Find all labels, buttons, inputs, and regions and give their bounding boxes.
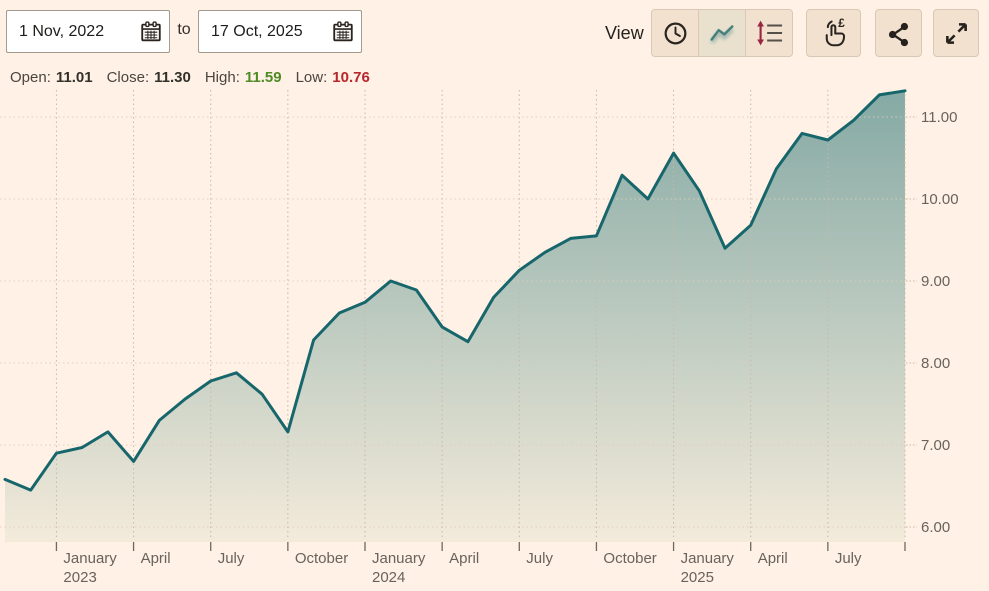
line-chart-button[interactable] — [699, 10, 746, 56]
date-from-value: 1 Nov, 2022 — [19, 22, 105, 40]
svg-text:7.00: 7.00 — [921, 437, 950, 454]
date-to-input[interactable]: 17 Oct, 2025 — [198, 10, 362, 53]
svg-text:April: April — [141, 550, 171, 567]
svg-text:2025: 2025 — [681, 569, 714, 586]
low-label: Low: — [295, 69, 328, 86]
stat-open: Open: 11.01 — [10, 69, 93, 86]
open-label: Open: — [10, 69, 51, 86]
svg-text:October: October — [603, 550, 656, 567]
fullscreen-button[interactable] — [933, 9, 979, 57]
svg-text:January: January — [63, 550, 117, 567]
high-value: 11.59 — [244, 69, 282, 86]
svg-text:July: July — [526, 550, 553, 567]
calendar-icon — [333, 20, 353, 41]
svg-text:11.00: 11.00 — [921, 109, 957, 126]
svg-text:2024: 2024 — [372, 569, 405, 586]
interval-button[interactable] — [652, 10, 699, 56]
svg-text:January: January — [681, 550, 735, 567]
svg-text:April: April — [758, 550, 788, 567]
svg-text:8.00: 8.00 — [921, 355, 950, 372]
updown-lines-icon — [757, 20, 783, 46]
close-value: 11.30 — [154, 69, 191, 86]
svg-text:January: January — [372, 550, 426, 567]
svg-text:July: July — [218, 550, 245, 567]
svg-text:9.00: 9.00 — [921, 273, 950, 290]
svg-text:6.00: 6.00 — [921, 519, 950, 536]
clock-icon — [664, 22, 686, 44]
svg-text:April: April — [449, 550, 479, 567]
stat-close: Close: 11.30 — [107, 69, 191, 86]
close-label: Close: — [106, 69, 150, 86]
view-label: View — [605, 23, 644, 43]
svg-text:July: July — [835, 550, 862, 567]
stat-high: High: 11.59 — [205, 69, 282, 86]
chart-view-button-group — [651, 9, 793, 57]
price-levels-button[interactable] — [746, 10, 792, 56]
svg-text:£: £ — [838, 17, 845, 30]
line-chart-icon — [709, 25, 734, 44]
share-icon — [888, 22, 909, 46]
calendar-icon — [141, 20, 161, 41]
date-from-input[interactable]: 1 Nov, 2022 — [6, 10, 170, 53]
svg-text:October: October — [295, 550, 348, 567]
open-value: 11.01 — [55, 69, 93, 86]
stat-low: Low: 10.76 — [296, 69, 370, 86]
date-to-value: 17 Oct, 2025 — [211, 22, 303, 40]
range-separator: to — [177, 21, 191, 38]
low-value: 10.76 — [332, 69, 370, 86]
expand-icon — [945, 22, 967, 44]
high-label: High: — [204, 69, 240, 86]
svg-text:10.00: 10.00 — [921, 191, 959, 208]
share-button[interactable] — [875, 9, 922, 57]
tap-to-trade-pound-icon: £ — [825, 17, 845, 47]
ohlc-stats: Open: 11.01 Close: 11.30 High: 11.59 Low… — [10, 69, 370, 86]
svg-text:2023: 2023 — [63, 569, 96, 586]
trade-button[interactable]: £ — [806, 9, 861, 57]
